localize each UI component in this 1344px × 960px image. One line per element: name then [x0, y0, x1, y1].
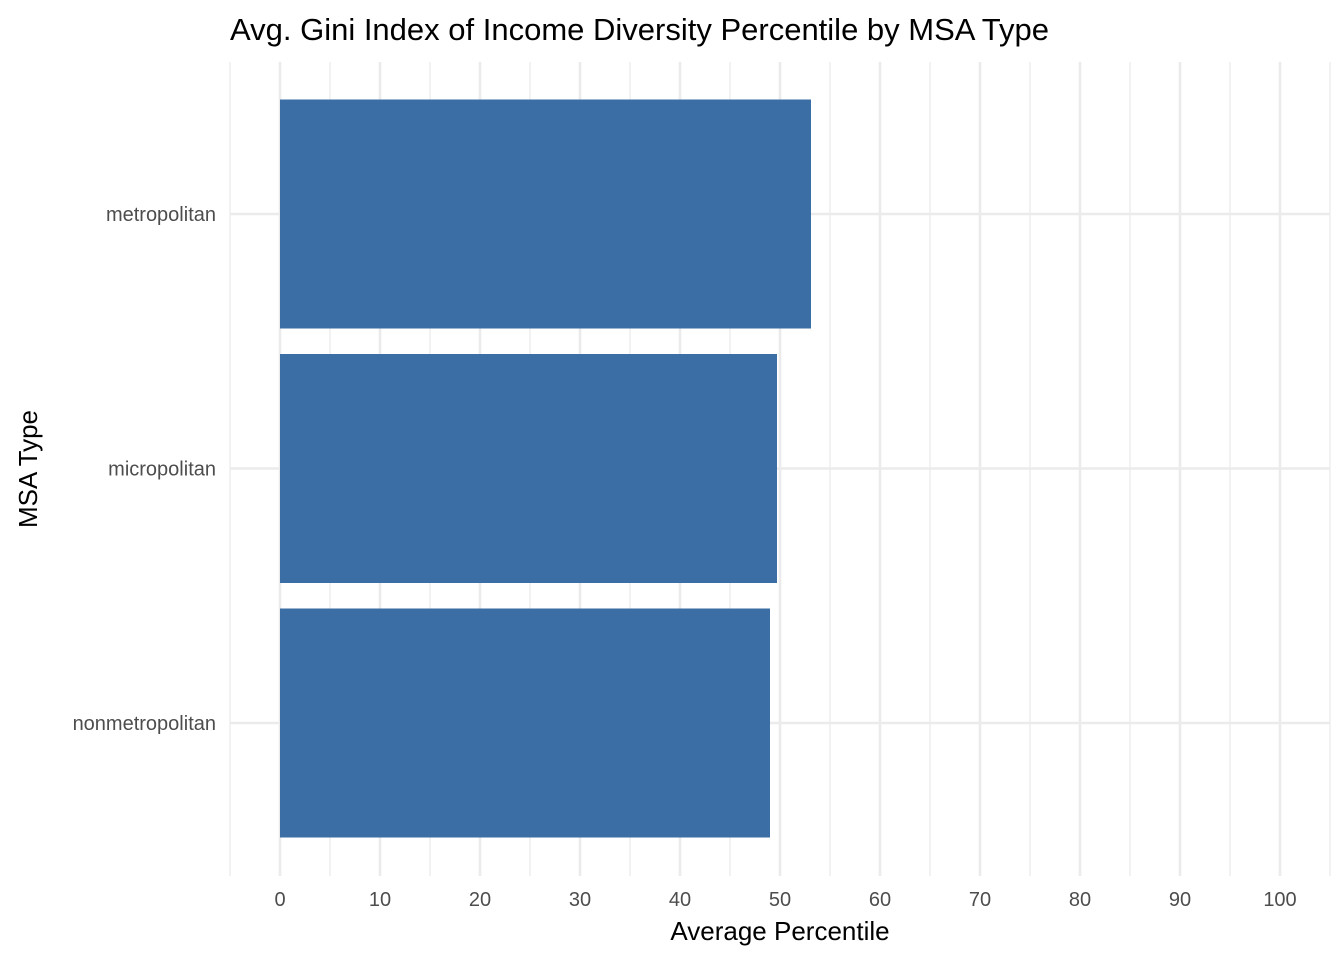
x-tick-label: 10 — [369, 889, 391, 911]
x-tick-label: 0 — [274, 889, 285, 911]
bar-micropolitan — [280, 354, 777, 583]
y-axis-tick-labels: metropolitan micropolitan nonmetropolitan — [73, 204, 216, 735]
y-axis-title: MSA Type — [13, 410, 43, 528]
x-axis-tick-labels: 0 10 20 30 40 50 60 70 80 90 100 — [274, 889, 1296, 911]
x-axis-title: Average Percentile — [670, 916, 889, 946]
x-tick-label: 70 — [969, 889, 991, 911]
bar-nonmetropolitan — [280, 608, 770, 838]
y-tick-label: micropolitan — [108, 459, 216, 481]
x-tick-label: 60 — [869, 889, 891, 911]
x-tick-label: 100 — [1263, 889, 1296, 911]
x-tick-label: 20 — [469, 889, 491, 911]
x-tick-label: 40 — [669, 889, 691, 911]
x-tick-label: 80 — [1069, 889, 1091, 911]
chart-title: Avg. Gini Index of Income Diversity Perc… — [230, 12, 1049, 47]
bar-metropolitan — [280, 99, 811, 329]
x-tick-label: 90 — [1169, 889, 1191, 911]
y-tick-label: nonmetropolitan — [73, 713, 216, 735]
x-tick-label: 30 — [569, 889, 591, 911]
x-tick-label: 50 — [769, 889, 791, 911]
y-tick-label: metropolitan — [106, 204, 216, 226]
bars — [280, 99, 811, 838]
